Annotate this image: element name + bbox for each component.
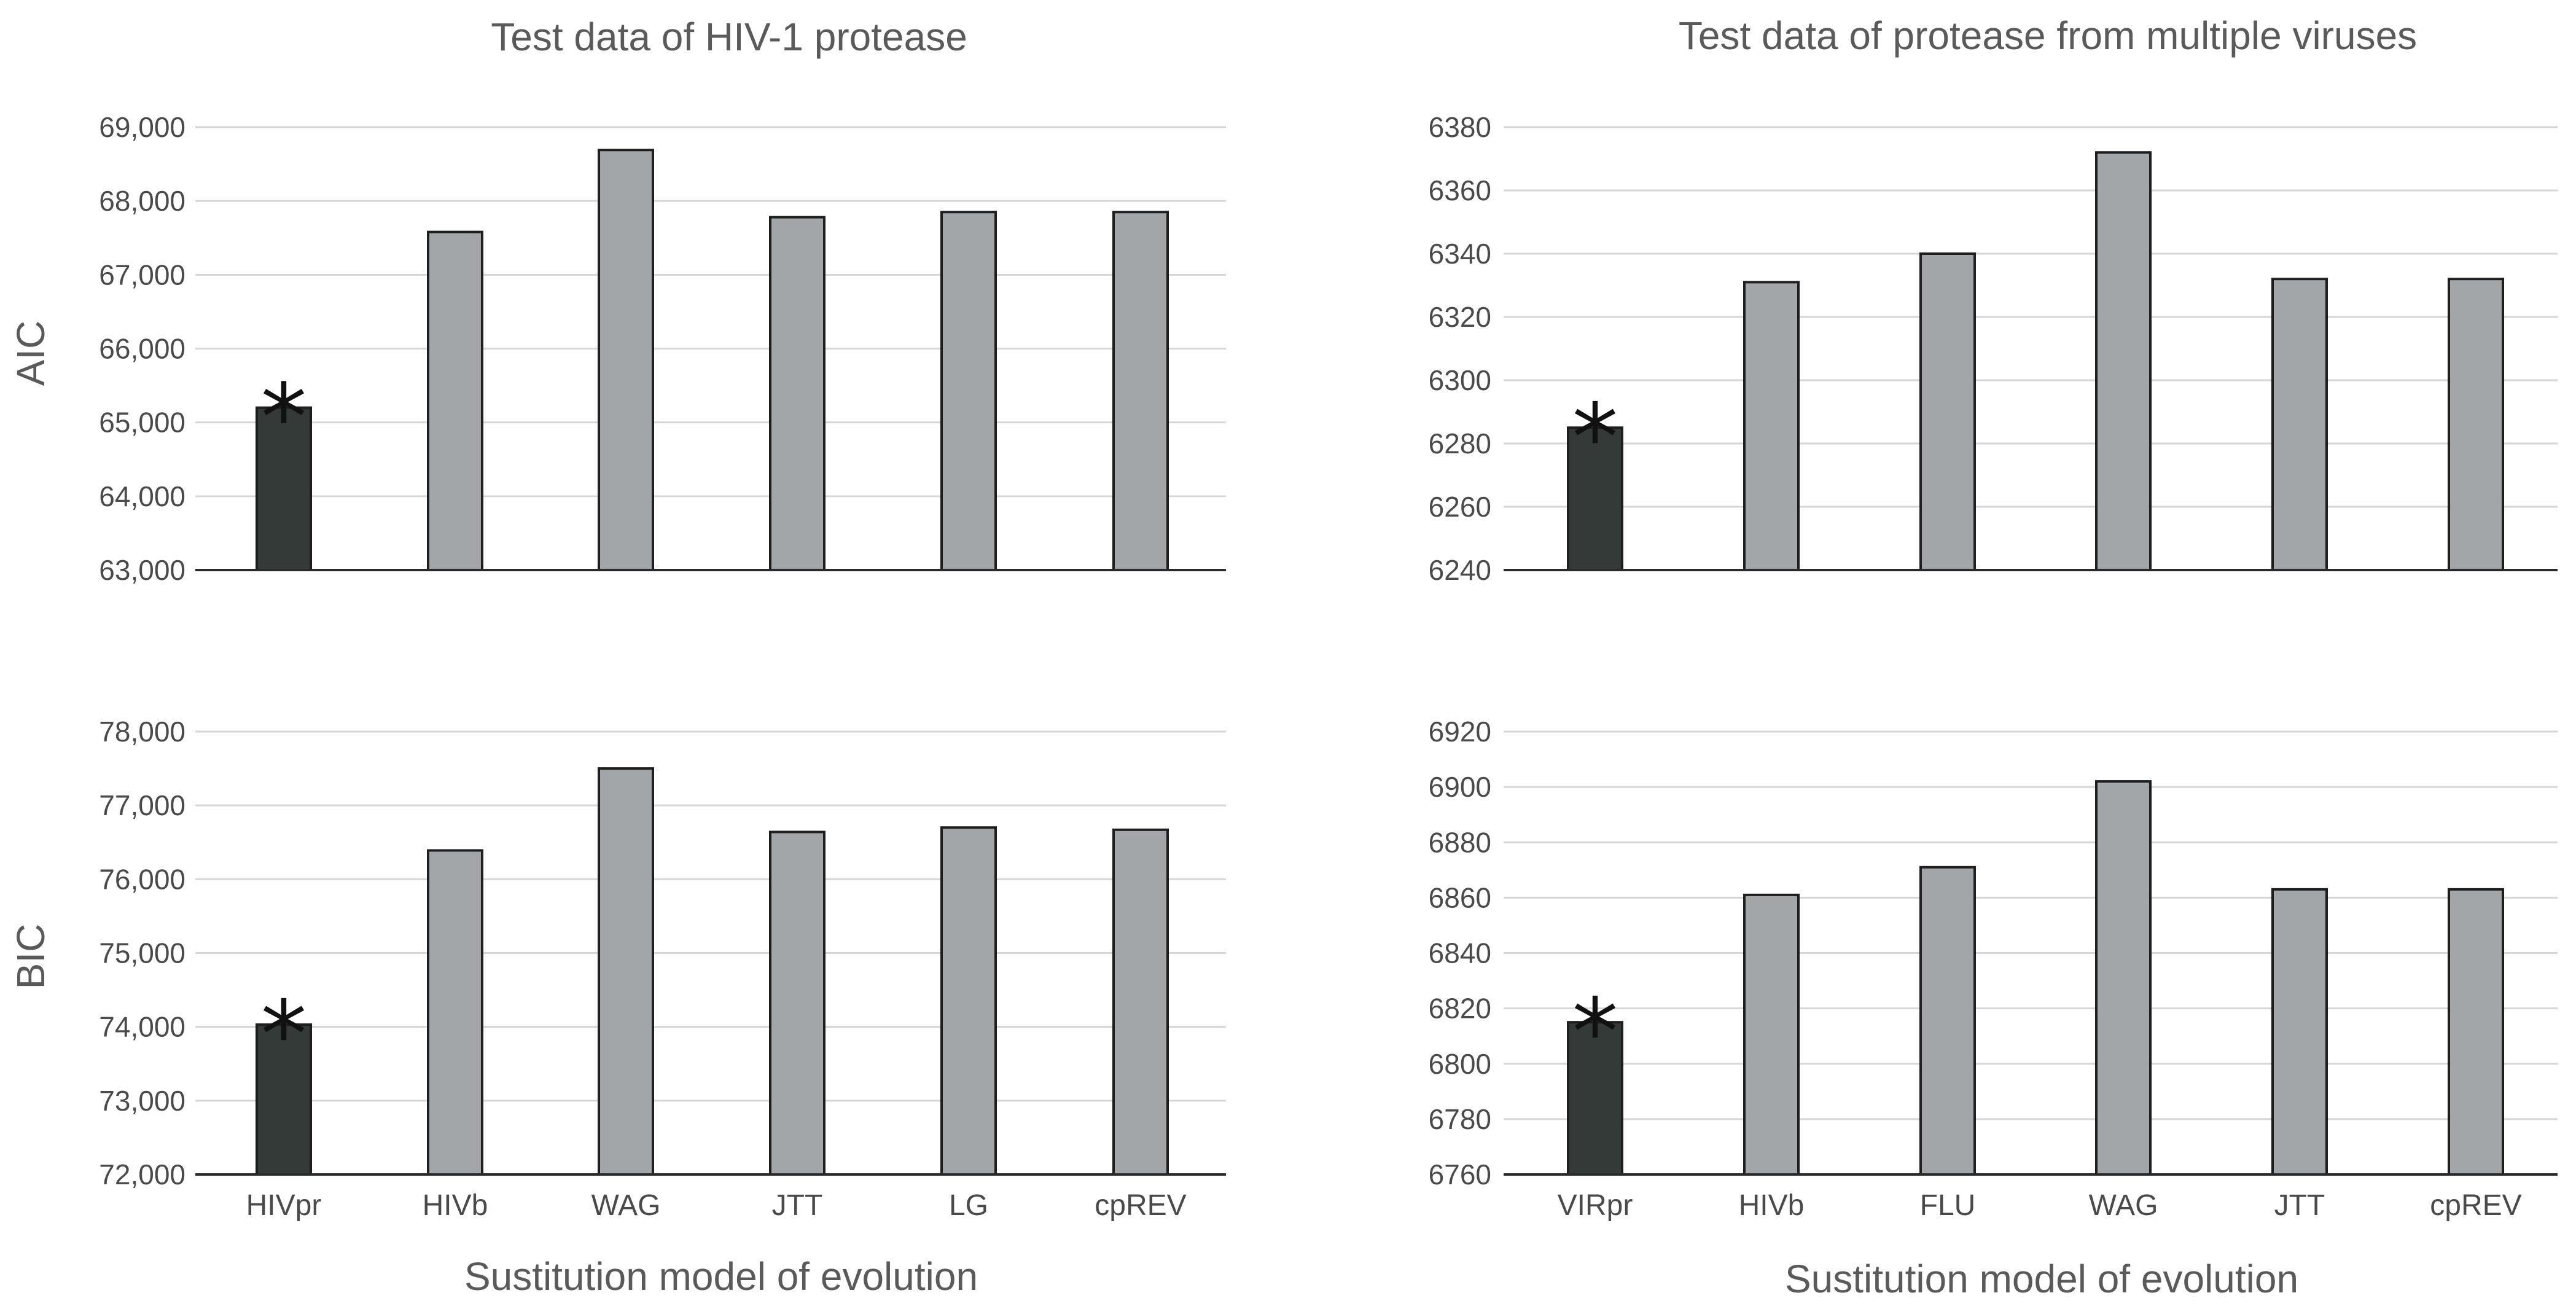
y-tick-label: 6760 <box>1429 1159 1491 1190</box>
y-tick-label: 69,000 <box>99 111 185 143</box>
bar <box>1112 211 1169 572</box>
bar <box>1567 426 1623 571</box>
bar <box>769 216 825 571</box>
y-tick-label: 6840 <box>1429 937 1491 969</box>
chart-title-right: Test data of protease from multiple viru… <box>1679 14 2417 58</box>
y-tick-label: 6280 <box>1429 428 1491 459</box>
x-tick-label: VIRpr <box>1558 1189 1633 1222</box>
y-tick-label: 73,000 <box>99 1085 185 1117</box>
bar <box>598 149 654 572</box>
y-tick-label: 6820 <box>1429 993 1491 1025</box>
x-tick-label: JTT <box>772 1189 823 1222</box>
x-tick-label: FLU <box>1920 1189 1976 1222</box>
y-tick-label: 68,000 <box>99 185 185 217</box>
bar <box>427 230 483 571</box>
y-tick-label: 63,000 <box>99 554 185 586</box>
panel-bic-multi: 6760 6780 6800 6820 6840 6860 6880 6900 6920 * VIR… <box>1429 716 2558 1222</box>
bar <box>2095 151 2152 571</box>
xlabel-right: Sustitution model of evolution <box>1785 1257 2298 1301</box>
x-tick-label: WAG <box>2089 1189 2158 1222</box>
bar <box>2271 888 2328 1176</box>
y-tick-label: 6860 <box>1429 881 1491 913</box>
y-tick-label: 77,000 <box>99 789 185 821</box>
y-tick-label: 6300 <box>1429 364 1491 396</box>
x-tick-label: JTT <box>2274 1189 2325 1222</box>
y-tick-label: 6900 <box>1429 771 1491 803</box>
x-tick-label: cpREV <box>1095 1189 1186 1222</box>
y-tick-label: 6800 <box>1429 1048 1491 1080</box>
bar <box>2095 780 2152 1176</box>
y-tick-label: 65,000 <box>99 407 185 439</box>
x-tick-label: HIVb <box>1739 1189 1805 1222</box>
panel-bic-hiv1: 72,000 73,000 74,000 75,000 76,000 77,000 78,0… <box>99 716 1226 1222</box>
bar <box>769 830 825 1176</box>
best-model-marker: * <box>1572 979 1618 1086</box>
best-model-marker: * <box>261 365 307 472</box>
bar <box>598 767 654 1176</box>
y-tick-label: 6780 <box>1429 1103 1491 1135</box>
y-tick-label: 72,000 <box>99 1159 185 1190</box>
y-tick-label: 6240 <box>1429 554 1491 586</box>
x-tick-label: HIVpr <box>246 1189 322 1222</box>
y-tick-label: 64,000 <box>99 480 185 512</box>
y-tick-label: 74,000 <box>99 1011 185 1043</box>
bar <box>940 826 997 1176</box>
panel-aic-multi: 6240 6260 6280 6300 6320 6340 6360 6380 * <box>1429 111 2558 586</box>
y-tick-label: 67,000 <box>99 259 185 291</box>
y-tick-label: 66,000 <box>99 333 185 365</box>
bar <box>427 849 483 1176</box>
y-tick-label: 6320 <box>1429 301 1491 333</box>
y-tick-label: 6260 <box>1429 491 1491 523</box>
best-model-marker: * <box>261 982 307 1088</box>
y-tick-label: 6380 <box>1429 111 1491 143</box>
y-tick-label: 78,000 <box>99 716 185 748</box>
y-tick-label: 6340 <box>1429 238 1491 270</box>
x-tick-label: HIVb <box>423 1189 488 1222</box>
panel-aic-hiv1: 63,000 64,000 65,000 66,000 67,000 68,000 69,0… <box>99 111 1226 586</box>
y-tick-label: 6920 <box>1429 716 1491 748</box>
y-tick-label: 6880 <box>1429 826 1491 858</box>
y-tick-label: 75,000 <box>99 937 185 969</box>
bar <box>940 211 997 572</box>
row-label-bic: BIC <box>9 924 53 990</box>
bar <box>1112 828 1169 1176</box>
x-tick-label: WAG <box>591 1189 661 1222</box>
bar <box>2448 278 2504 571</box>
row-label-aic: AIC <box>9 321 53 386</box>
bar <box>2448 888 2504 1176</box>
bar <box>1919 252 1976 571</box>
x-tick-label: LG <box>949 1189 988 1222</box>
bar <box>256 1023 312 1176</box>
y-tick-label: 6360 <box>1429 174 1491 206</box>
xlabel-left: Sustitution model of evolution <box>464 1254 978 1299</box>
bar <box>1743 893 1800 1176</box>
bar <box>2271 278 2328 571</box>
bar <box>1567 1021 1623 1176</box>
bar <box>1743 281 1800 571</box>
x-tick-label: cpREV <box>2430 1189 2521 1222</box>
chart-title-left: Test data of HIV-1 protease <box>491 15 967 59</box>
best-model-marker: * <box>1572 385 1618 491</box>
bar <box>1919 866 1976 1176</box>
y-tick-label: 76,000 <box>99 863 185 895</box>
